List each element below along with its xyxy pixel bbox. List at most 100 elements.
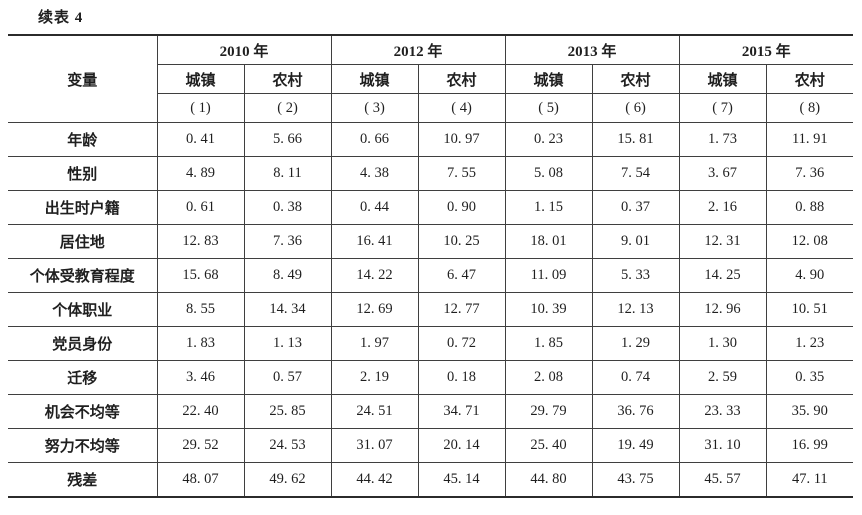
value-cell: 16. 41	[330, 224, 419, 259]
value-cell: 0. 72	[417, 326, 506, 361]
value-cell: 7. 54	[591, 156, 680, 191]
value-cell: 1. 85	[504, 326, 593, 361]
column-number-header: ( 8)	[765, 93, 854, 123]
value-cell: 0. 90	[417, 190, 506, 225]
value-cell: 7. 36	[765, 156, 854, 191]
data-table: 变量 2010 年 2012 年 2013 年 2015 年 城镇 农村 城镇 …	[8, 34, 854, 498]
table-row: 迁移 3. 46 0. 57 2. 19 0. 18 2. 08 0. 74 2…	[8, 360, 854, 395]
value-cell: 1. 30	[678, 326, 767, 361]
value-cell: 4. 38	[330, 156, 419, 191]
table-title: 续表 4	[38, 10, 84, 26]
value-cell: 11. 91	[765, 122, 854, 157]
value-cell: 3. 46	[156, 360, 245, 395]
column-number-header: ( 1)	[157, 93, 245, 123]
area-header: 城镇	[678, 64, 767, 94]
value-cell: 12. 69	[330, 292, 419, 327]
year-header-2010: 2010 年	[156, 34, 332, 65]
value-cell: 1. 83	[156, 326, 245, 361]
row-label: 残差	[8, 462, 158, 497]
value-cell: 8. 11	[243, 156, 332, 191]
value-cell: 14. 25	[678, 258, 767, 293]
value-cell: 8. 49	[243, 258, 332, 293]
row-label: 党员身份	[8, 326, 158, 361]
value-cell: 12. 13	[591, 292, 680, 327]
area-header: 城镇	[157, 64, 245, 94]
value-cell: 12. 08	[765, 224, 854, 259]
area-header: 城镇	[330, 64, 419, 94]
value-cell: 10. 51	[765, 292, 854, 327]
value-cell: 29. 52	[156, 428, 245, 463]
table-row: 个体受教育程度 15. 68 8. 49 14. 22 6. 47 11. 09…	[8, 258, 854, 293]
header-row-column-numbers: ( 1) ( 2) ( 3) ( 4) ( 5) ( 6) ( 7) ( 8)	[8, 93, 854, 123]
value-cell: 0. 74	[591, 360, 680, 395]
value-cell: 45. 57	[678, 462, 767, 497]
table-row: 年龄 0. 41 5. 66 0. 66 10. 97 0. 23 15. 81…	[8, 122, 854, 157]
value-cell: 0. 41	[156, 122, 245, 157]
value-cell: 0. 61	[156, 190, 245, 225]
value-cell: 10. 39	[504, 292, 593, 327]
value-cell: 45. 14	[417, 462, 506, 497]
area-header: 城镇	[504, 64, 593, 94]
value-cell: 1. 15	[504, 190, 593, 225]
column-number-header: ( 3)	[330, 93, 419, 123]
area-header: 农村	[417, 64, 506, 94]
value-cell: 16. 99	[765, 428, 854, 463]
value-cell: 14. 34	[243, 292, 332, 327]
value-cell: 1. 23	[765, 326, 854, 361]
row-label: 个体受教育程度	[8, 258, 158, 293]
column-number-header: ( 5)	[504, 93, 593, 123]
year-header-2015: 2015 年	[678, 34, 854, 65]
value-cell: 43. 75	[591, 462, 680, 497]
value-cell: 6. 47	[417, 258, 506, 293]
value-cell: 1. 73	[678, 122, 767, 157]
value-cell: 31. 07	[330, 428, 419, 463]
table-row: 残差 48. 07 49. 62 44. 42 45. 14 44. 80 43…	[8, 462, 854, 497]
value-cell: 4. 90	[765, 258, 854, 293]
value-cell: 2. 19	[330, 360, 419, 395]
value-cell: 1. 13	[243, 326, 332, 361]
value-cell: 0. 66	[330, 122, 419, 157]
value-cell: 0. 38	[243, 190, 332, 225]
column-number-header: ( 2)	[243, 93, 332, 123]
row-label: 性别	[8, 156, 158, 191]
row-label: 个体职业	[8, 292, 158, 327]
value-cell: 29. 79	[504, 394, 593, 429]
year-header-2013: 2013 年	[504, 34, 680, 65]
value-cell: 8. 55	[156, 292, 245, 327]
value-cell: 7. 36	[243, 224, 332, 259]
value-cell: 4. 89	[156, 156, 245, 191]
value-cell: 0. 44	[330, 190, 419, 225]
table-row: 机会不均等 22. 40 25. 85 24. 51 34. 71 29. 79…	[8, 394, 854, 429]
value-cell: 24. 53	[243, 428, 332, 463]
header-row-years: 变量 2010 年 2012 年 2013 年 2015 年	[8, 34, 854, 123]
value-cell: 18. 01	[504, 224, 593, 259]
table-row: 居住地 12. 83 7. 36 16. 41 10. 25 18. 01 9.…	[8, 224, 854, 259]
value-cell: 44. 42	[330, 462, 419, 497]
value-cell: 1. 97	[330, 326, 419, 361]
value-cell: 14. 22	[330, 258, 419, 293]
column-number-header: ( 6)	[591, 93, 680, 123]
value-cell: 35. 90	[765, 394, 854, 429]
value-cell: 47. 11	[765, 462, 854, 497]
column-number-header: ( 4)	[417, 93, 506, 123]
value-cell: 1. 29	[591, 326, 680, 361]
value-cell: 0. 88	[765, 190, 854, 225]
value-cell: 5. 33	[591, 258, 680, 293]
value-cell: 22. 40	[156, 394, 245, 429]
table-row: 个体职业 8. 55 14. 34 12. 69 12. 77 10. 39 1…	[8, 292, 854, 327]
value-cell: 5. 66	[243, 122, 332, 157]
value-cell: 3. 67	[678, 156, 767, 191]
row-label: 出生时户籍	[8, 190, 158, 225]
value-cell: 10. 97	[417, 122, 506, 157]
value-cell: 7. 55	[417, 156, 506, 191]
value-cell: 31. 10	[678, 428, 767, 463]
value-cell: 44. 80	[504, 462, 593, 497]
value-cell: 10. 25	[417, 224, 506, 259]
value-cell: 25. 85	[243, 394, 332, 429]
value-cell: 23. 33	[678, 394, 767, 429]
value-cell: 2. 16	[678, 190, 767, 225]
year-header-2012: 2012 年	[330, 34, 506, 65]
value-cell: 25. 40	[504, 428, 593, 463]
value-cell: 12. 83	[156, 224, 245, 259]
value-cell: 0. 35	[765, 360, 854, 395]
